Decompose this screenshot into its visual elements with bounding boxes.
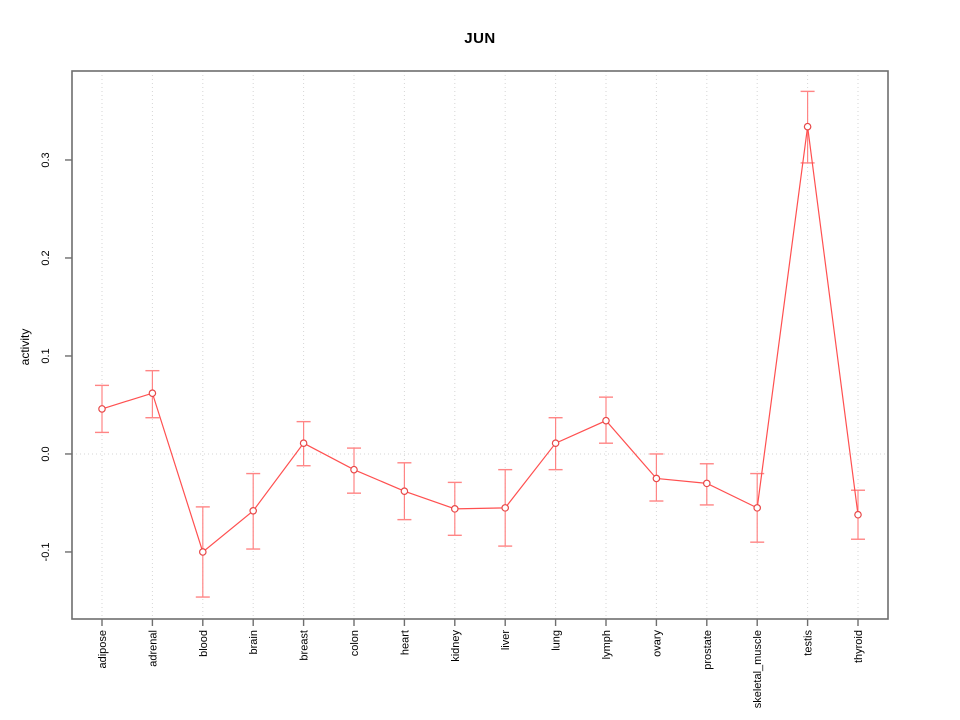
x-tick-label-brain: brain [248, 630, 260, 654]
x-tick-label-thyroid: thyroid [853, 630, 865, 663]
x-tick-label-kidney: kidney [450, 630, 462, 662]
data-point-thyroid [854, 510, 862, 519]
chart-title: JUN [464, 30, 496, 47]
data-point-liver [501, 504, 510, 512]
data-point-brain [249, 507, 258, 515]
data-point-adipose [98, 405, 106, 413]
x-tick-label-lung: lung [551, 630, 563, 651]
data-point-testis [803, 122, 812, 131]
data-point-heart [400, 487, 409, 496]
x-tick-label-prostate: prostate [702, 630, 714, 670]
data-point-adrenal [148, 389, 157, 398]
y-tick-label-0.0: 0.0 [40, 446, 52, 461]
data-point-prostate [702, 479, 711, 488]
x-tick-label-heart: heart [399, 630, 411, 655]
x-tick-label-liver: liver [500, 630, 512, 651]
x-tick-label-blood: blood [198, 630, 210, 657]
data-point-lung [551, 439, 560, 447]
x-tick-label-adrenal: adrenal [147, 630, 159, 667]
x-tick-label-colon: colon [349, 630, 361, 656]
x-tick-label-breast: breast [299, 630, 311, 661]
data-point-lymph [602, 416, 610, 425]
data-point-breast [299, 439, 308, 447]
data-point-kidney [450, 505, 459, 513]
x-tick-label-adipose: adipose [97, 630, 109, 669]
series-line-activity [101, 126, 859, 553]
y-axis-label-text: activity [18, 328, 32, 366]
y-tick-label-0.3: 0.3 [40, 152, 52, 167]
data-point-blood [199, 548, 207, 556]
data-point-colon [350, 465, 358, 474]
y-tick-label-0.2: 0.2 [40, 250, 52, 265]
data-point-ovary [652, 474, 661, 483]
x-tick-label-testis: testis [803, 630, 815, 656]
plot-border [71, 70, 889, 620]
y-tick-label-0.1: 0.1 [40, 348, 52, 363]
data-point-skeletal_muscle [753, 504, 762, 512]
x-tick-label-ovary: ovary [651, 630, 663, 657]
y-tick-label--0.1: -0.1 [40, 542, 52, 561]
x-tick-label-skeletal_muscle: skeletal_muscle [752, 630, 764, 708]
x-tick-label-lymph: lymph [601, 630, 613, 659]
